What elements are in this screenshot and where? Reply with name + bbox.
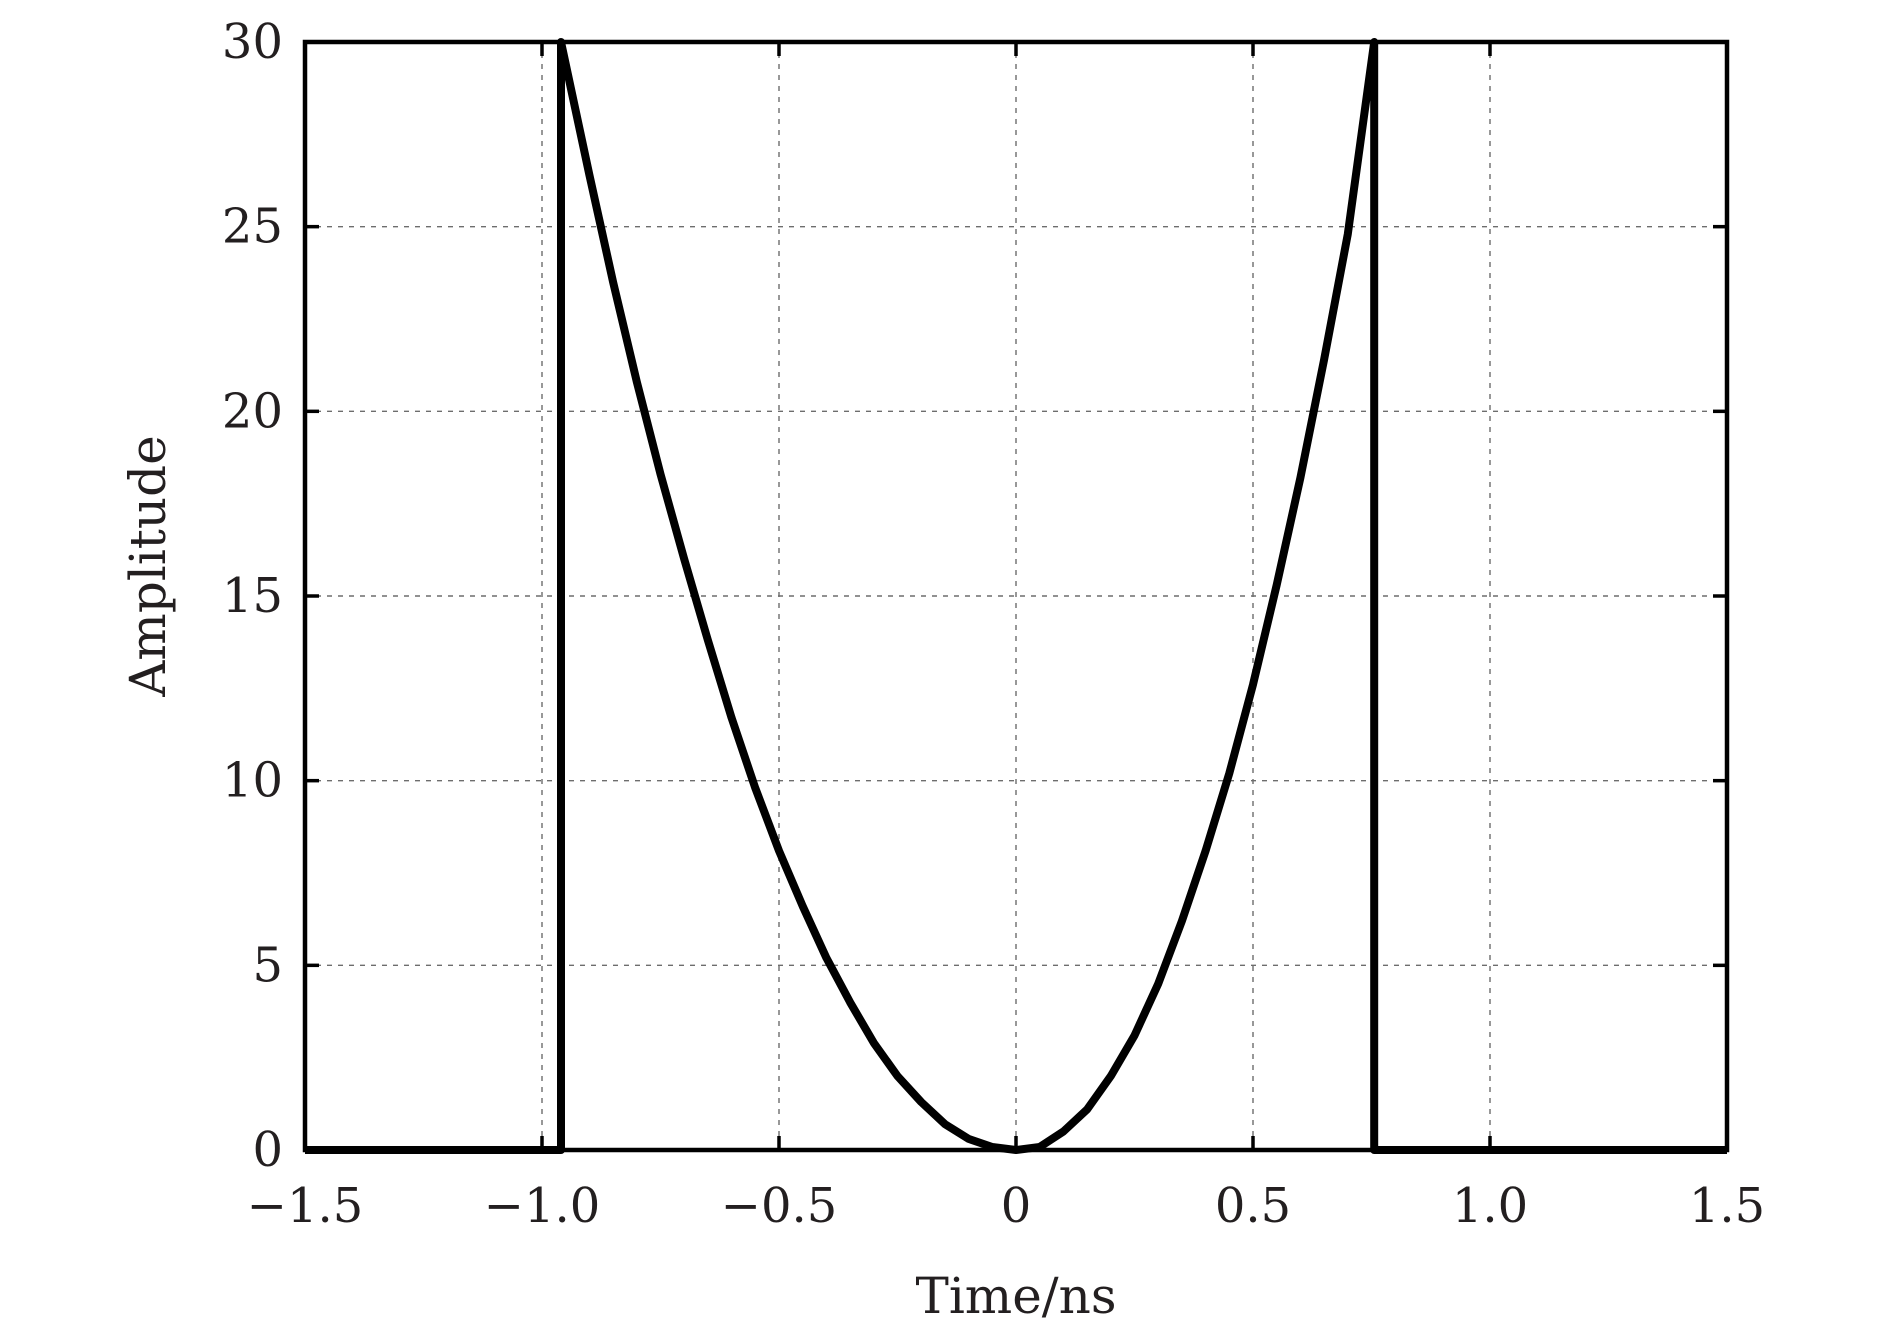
x-tick-label: 1.5 (1689, 1178, 1765, 1234)
x-tick-label: 0 (1001, 1178, 1032, 1234)
y-tick-label: 10 (222, 753, 283, 809)
x-tick-label: −1.0 (484, 1178, 601, 1234)
series-layer (305, 38, 1727, 1154)
y-tick-label: 15 (222, 568, 283, 624)
y-tick-label: 0 (252, 1122, 283, 1178)
y-tick-labels: 0 5 10 15 20 25 30 (222, 14, 283, 1178)
plot-frame (302, 39, 1730, 1153)
x-tick-label: 0.5 (1215, 1178, 1291, 1234)
x-tick-label: −0.5 (721, 1178, 838, 1234)
x-axis-label: Time/ns (915, 1267, 1116, 1323)
x-tick-label: 1.0 (1452, 1178, 1528, 1234)
y-axis-label: Amplitude (119, 435, 177, 697)
y-tick-label: 20 (222, 383, 283, 439)
grid (305, 42, 1727, 1150)
x-tick-labels: −1.5 −1.0 −0.5 0 0.5 1.0 1.5 (247, 1178, 1765, 1234)
series-line (305, 38, 1727, 1154)
y-tick-label: 30 (222, 14, 283, 70)
x-tick-label: −1.5 (247, 1178, 364, 1234)
y-tick-label: 25 (222, 199, 283, 255)
y-tick-label: 5 (252, 937, 283, 993)
